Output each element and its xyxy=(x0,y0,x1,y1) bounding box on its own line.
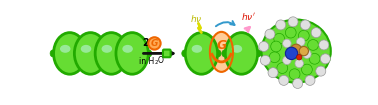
Ellipse shape xyxy=(185,33,218,74)
Ellipse shape xyxy=(262,20,331,83)
Ellipse shape xyxy=(116,33,148,74)
Text: $h\nu$: $h\nu$ xyxy=(190,13,202,24)
Circle shape xyxy=(321,54,330,64)
Ellipse shape xyxy=(74,33,107,74)
Circle shape xyxy=(311,28,321,38)
Circle shape xyxy=(303,50,311,58)
Circle shape xyxy=(268,68,278,78)
Circle shape xyxy=(305,75,315,85)
Circle shape xyxy=(277,63,288,73)
Ellipse shape xyxy=(146,50,152,57)
Ellipse shape xyxy=(71,50,76,57)
Circle shape xyxy=(265,29,275,39)
Ellipse shape xyxy=(95,33,127,74)
Circle shape xyxy=(316,66,326,76)
Circle shape xyxy=(299,47,308,56)
Ellipse shape xyxy=(256,50,261,57)
FancyBboxPatch shape xyxy=(97,50,105,57)
Circle shape xyxy=(295,59,304,68)
FancyBboxPatch shape xyxy=(76,50,84,57)
Circle shape xyxy=(269,52,280,63)
Circle shape xyxy=(285,27,296,38)
Text: in H: in H xyxy=(139,57,155,66)
Circle shape xyxy=(274,33,285,44)
Circle shape xyxy=(271,41,282,52)
FancyBboxPatch shape xyxy=(118,50,126,57)
Ellipse shape xyxy=(81,45,91,53)
Circle shape xyxy=(289,69,300,80)
FancyArrowPatch shape xyxy=(216,21,234,26)
Text: 2: 2 xyxy=(142,38,149,48)
Circle shape xyxy=(319,40,329,50)
Ellipse shape xyxy=(125,50,131,57)
Circle shape xyxy=(260,55,270,65)
Circle shape xyxy=(293,78,303,88)
FancyBboxPatch shape xyxy=(163,50,170,57)
Ellipse shape xyxy=(54,33,86,74)
Circle shape xyxy=(283,39,291,48)
Text: G: G xyxy=(151,39,158,48)
Ellipse shape xyxy=(102,45,112,53)
Ellipse shape xyxy=(232,45,242,53)
Ellipse shape xyxy=(113,50,118,57)
Circle shape xyxy=(276,20,286,30)
Ellipse shape xyxy=(84,50,89,57)
Text: G: G xyxy=(216,39,226,52)
Ellipse shape xyxy=(210,32,233,72)
Circle shape xyxy=(301,20,310,30)
Ellipse shape xyxy=(225,33,258,74)
Circle shape xyxy=(308,40,318,50)
Circle shape xyxy=(288,17,298,27)
Circle shape xyxy=(296,38,305,46)
Ellipse shape xyxy=(222,50,227,57)
Circle shape xyxy=(299,30,309,41)
Ellipse shape xyxy=(192,45,202,53)
Ellipse shape xyxy=(60,45,70,53)
Text: $_2$O: $_2$O xyxy=(155,55,166,67)
Ellipse shape xyxy=(105,50,110,57)
Circle shape xyxy=(283,56,291,65)
Circle shape xyxy=(279,75,289,85)
Circle shape xyxy=(148,37,161,50)
Circle shape xyxy=(259,41,269,51)
Circle shape xyxy=(296,55,302,60)
Ellipse shape xyxy=(92,50,97,57)
Circle shape xyxy=(309,53,320,64)
FancyArrowPatch shape xyxy=(245,27,250,32)
Ellipse shape xyxy=(182,50,187,57)
Ellipse shape xyxy=(216,50,221,57)
Circle shape xyxy=(302,64,312,75)
Ellipse shape xyxy=(122,45,133,53)
Ellipse shape xyxy=(50,50,56,57)
Circle shape xyxy=(291,44,302,55)
Text: $h\nu'$: $h\nu'$ xyxy=(241,11,256,22)
Circle shape xyxy=(285,47,298,60)
